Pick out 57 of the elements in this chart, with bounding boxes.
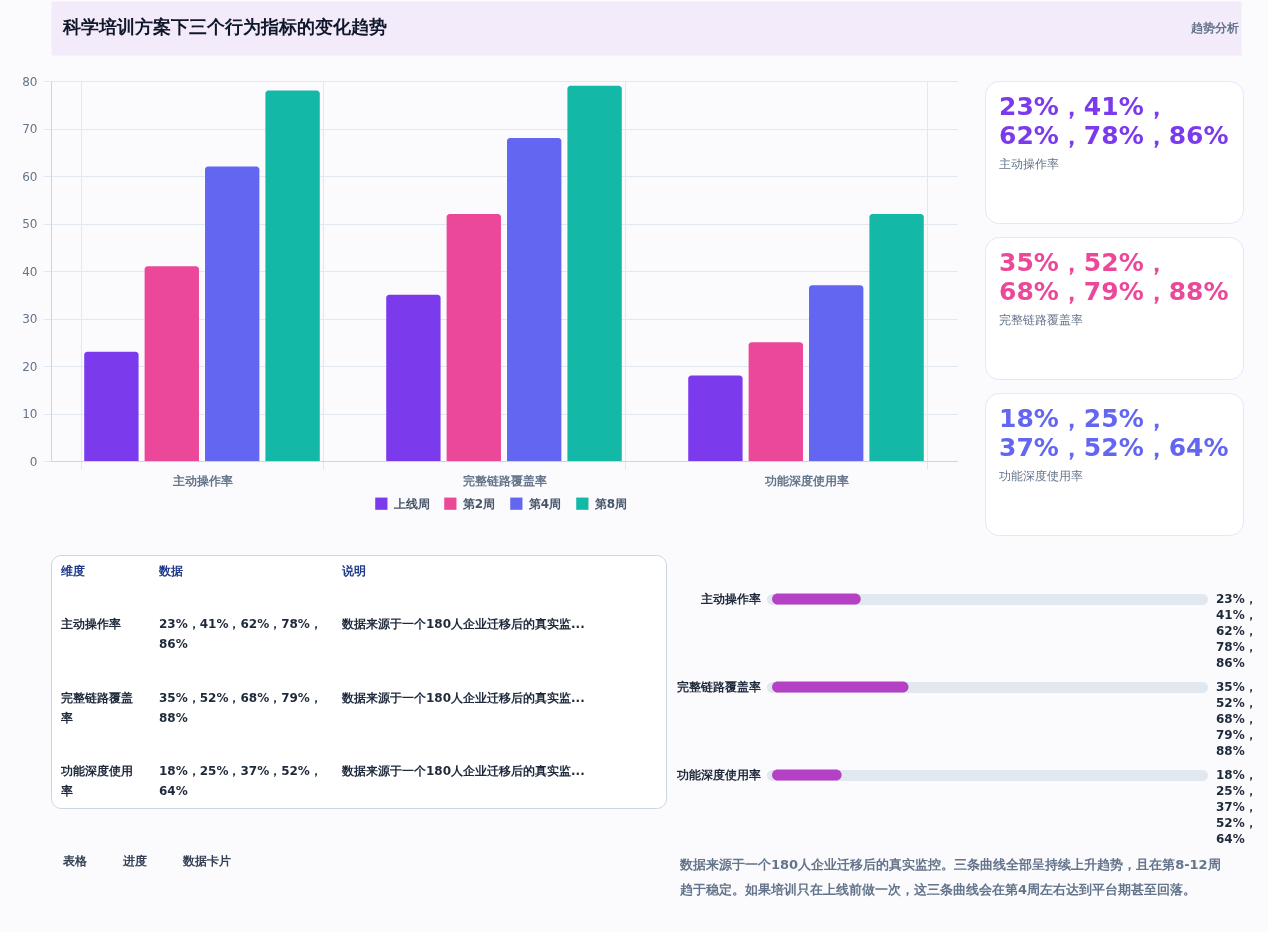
text: 数据来源于一个180人企业迁移后的真实监...: [341, 616, 585, 631]
text: 完整链路覆盖率: [999, 313, 1083, 327]
bar: [386, 294, 441, 461]
text: 18%，25%，37%，52%，64%: [159, 764, 322, 799]
y-tick-label: 主动操作率: [699, 592, 761, 606]
y-tick-label: 10: [22, 407, 38, 421]
text: 进度: [122, 854, 147, 868]
text: 数据来源于一个180人企业迁移后的真实监...: [341, 764, 585, 779]
bar: [869, 214, 924, 461]
y-tick-label: 功能深度使用率: [675, 768, 761, 782]
text: 23%，41%，62%，78%，86%: [999, 92, 1229, 150]
y-tick-label: 20: [22, 359, 38, 374]
text: 主动操作率: [999, 157, 1059, 171]
legend-label: 第2周: [461, 496, 496, 511]
text: 23%，41%，62%，78%，86%: [159, 616, 322, 651]
text: 完整链路覆盖率: [60, 690, 133, 725]
text: 表格: [62, 854, 88, 868]
bar: [507, 138, 562, 461]
x-tick-label: 主动操作率: [171, 473, 233, 488]
text: 18%，25%，37%，52%，64%: [1216, 768, 1257, 846]
text: 趋势分析: [1190, 21, 1239, 35]
text: 数据卡片: [182, 854, 231, 868]
bar: [265, 90, 320, 461]
y-tick-label: 0: [29, 454, 38, 469]
y-tick-label: 70: [22, 122, 38, 136]
y-tick-label: 60: [22, 169, 38, 184]
y-tick-label: 30: [22, 312, 38, 326]
legend-label: 第4周: [527, 496, 562, 511]
text: 18%，25%，37%，52%，64%: [999, 404, 1229, 462]
bar: [809, 285, 864, 461]
bar: [688, 375, 743, 461]
text: 功能深度使用率: [60, 764, 133, 799]
x-tick-label: 功能深度使用率: [763, 473, 849, 488]
bar: [84, 351, 139, 461]
text: 数据来源于一个180人企业迁移后的真实监控。三条曲线全部呈持续上升趋势，且在第8-12周趋于稳定。如果培训只在上线前做一次，这三条曲线会在第4周左右达到平台期甚至回落。: [679, 857, 1221, 897]
bar: [144, 266, 199, 461]
text: 35%，52%，68%，79%，88%: [1216, 680, 1257, 758]
text: 主动操作率: [60, 616, 121, 631]
text: 说明: [341, 564, 366, 578]
text: 35%，52%，68%，79%，88%: [999, 248, 1229, 306]
y-tick-label: 50: [22, 217, 38, 231]
bar: [748, 342, 803, 461]
text: 维度: [60, 564, 85, 578]
text: 数据来源于一个180人企业迁移后的真实监...: [341, 690, 585, 705]
text: 23%，41%，62%，78%，86%: [1216, 592, 1257, 670]
text: 数据: [158, 564, 183, 578]
text: 35%，52%，68%，79%，88%: [159, 690, 322, 725]
y-tick-label: 完整链路覆盖率: [676, 680, 761, 694]
chart-title: 科学培训方案下三个行为指标的变化趋势: [62, 16, 387, 37]
y-tick-label: 80: [22, 74, 38, 89]
y-tick-label: 40: [22, 264, 38, 279]
legend-label: 第8周: [593, 496, 628, 511]
bar: [446, 214, 501, 461]
legend-label: 上线周: [392, 496, 430, 511]
x-tick-label: 完整链路覆盖率: [462, 473, 547, 488]
bar: [567, 85, 622, 461]
bar: [205, 166, 260, 461]
